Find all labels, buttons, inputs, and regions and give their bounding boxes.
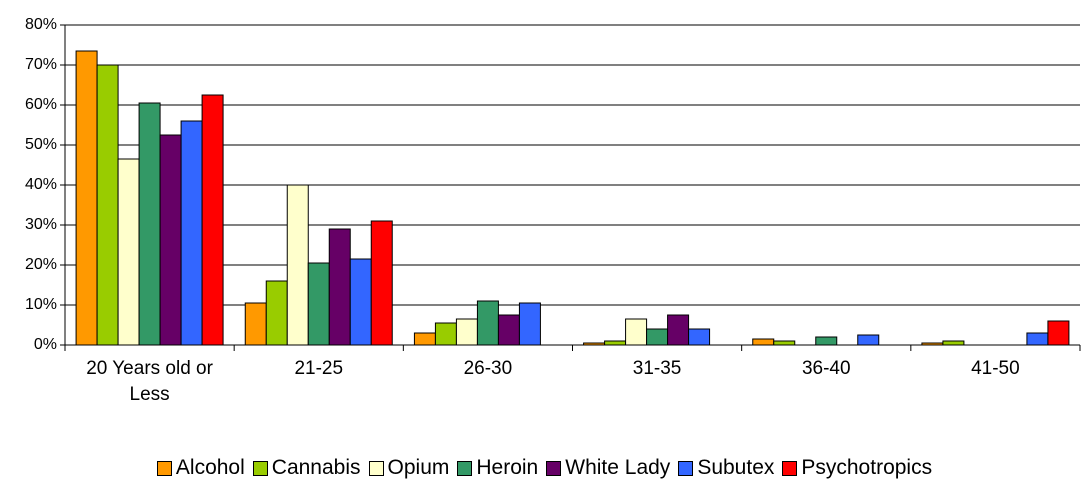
- bar: [286, 184, 309, 346]
- bar: [667, 314, 690, 346]
- y-tick-label: 10%: [25, 296, 57, 313]
- bar: [307, 262, 330, 346]
- legend-label: Alcohol: [175, 456, 245, 479]
- bar: [328, 228, 351, 346]
- legend-swatch: [252, 460, 268, 476]
- bar: [857, 334, 880, 346]
- legend-item: Psychotropics: [782, 456, 932, 480]
- bar: [476, 300, 499, 346]
- bar: [370, 220, 393, 346]
- x-tick-label: 41-50: [971, 358, 1020, 379]
- x-tick-label: 31-35: [632, 358, 682, 379]
- legend-item: Cannabis: [252, 456, 361, 480]
- legend-label: Psychotropics: [801, 456, 933, 479]
- bar: [265, 280, 288, 346]
- bar: [688, 328, 711, 346]
- legend-swatch: [368, 460, 384, 476]
- legend-label: Opium: [387, 456, 450, 479]
- bar: [752, 338, 775, 346]
- bar: [815, 336, 838, 346]
- bar: [244, 302, 267, 346]
- legend-swatch: [678, 460, 694, 476]
- y-tick-label: 0%: [34, 336, 57, 353]
- bar: [434, 322, 457, 346]
- legend-item: Alcohol: [156, 456, 245, 480]
- legend-label: Cannabis: [271, 456, 361, 479]
- legend-label: Subutex: [697, 456, 775, 479]
- bar: [942, 340, 965, 346]
- legend-swatch: [156, 460, 172, 476]
- bar: [604, 340, 627, 346]
- bar: [201, 94, 224, 346]
- x-tick-label: 26-30: [463, 358, 513, 379]
- y-tick-label: 50%: [25, 136, 57, 153]
- legend-label: White Lady: [565, 456, 671, 479]
- legend-swatch: [546, 460, 562, 476]
- bar: [518, 302, 541, 346]
- bar: [646, 328, 669, 346]
- bar: [1047, 320, 1070, 346]
- legend-item: White Lady: [546, 456, 670, 480]
- y-tick-label: 30%: [25, 216, 57, 233]
- legend-label: Heroin: [476, 456, 539, 479]
- y-tick-label: 60%: [25, 96, 57, 113]
- bar: [349, 258, 372, 346]
- bar: [625, 318, 648, 346]
- bar: [180, 120, 203, 346]
- y-tick-label: 70%: [25, 56, 57, 73]
- legend-swatch: [782, 460, 798, 476]
- legend-item: Subutex: [678, 456, 774, 480]
- bar: [455, 318, 478, 346]
- y-tick-label: 40%: [25, 176, 57, 193]
- bar: [138, 102, 161, 346]
- bar: [75, 50, 98, 346]
- x-tick-label: 36-40: [801, 358, 851, 379]
- bar: [413, 332, 436, 346]
- x-tick-label: 20 Years old or Less: [86, 358, 213, 405]
- y-tick-label: 20%: [25, 256, 57, 273]
- legend-swatch: [457, 460, 473, 476]
- x-tick-label: 21-25: [294, 358, 344, 379]
- legend: Alcohol Cannabis Opium Heroin White Lady Subu…: [0, 456, 1089, 480]
- bar: [159, 134, 182, 346]
- bar: [117, 158, 140, 346]
- bar: [96, 64, 119, 346]
- bar: [497, 314, 520, 346]
- bar: [773, 340, 796, 346]
- bar: [1026, 332, 1049, 346]
- legend-item: Opium: [368, 456, 450, 480]
- y-tick-label: 80%: [25, 16, 57, 33]
- legend-item: Heroin: [457, 456, 538, 480]
